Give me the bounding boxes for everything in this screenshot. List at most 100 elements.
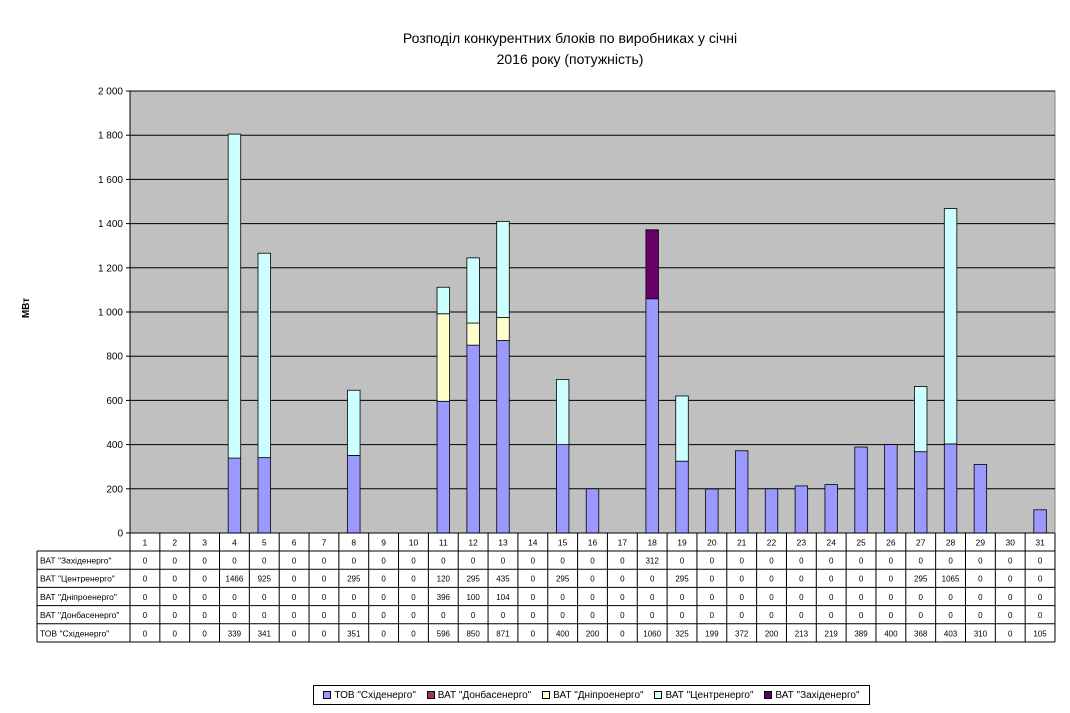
x-tick-label: 21: [737, 538, 747, 548]
table-cell: 0: [829, 593, 834, 602]
bar-segment: [585, 488, 600, 534]
legend-swatch: [426, 691, 435, 699]
table-cell: 0: [1038, 557, 1043, 566]
table-cell: 1466: [226, 575, 244, 584]
table-cell: 0: [560, 557, 565, 566]
table-cell: 0: [560, 611, 565, 620]
x-tick-label: 2: [172, 538, 177, 548]
table-cell: 0: [889, 611, 894, 620]
x-tick-label: 30: [1006, 538, 1016, 548]
table-cell: 0: [441, 611, 446, 620]
table-cell: 0: [232, 611, 237, 620]
bar-segment: [496, 340, 510, 534]
table-cell: 0: [173, 593, 178, 602]
x-tick-label: 4: [232, 538, 237, 548]
table-cell: 104: [496, 593, 510, 602]
table-cell: 0: [202, 557, 207, 566]
table-cell: 0: [978, 593, 983, 602]
table-cell: 0: [471, 611, 476, 620]
legend-swatch: [764, 691, 773, 699]
table-cell: 0: [143, 557, 148, 566]
table-cell: 0: [918, 611, 923, 620]
table-cell: 0: [889, 557, 894, 566]
x-tick-label: 31: [1035, 538, 1045, 548]
chart-title-line2: 2016 року (потужність): [496, 51, 644, 67]
table-cell: 0: [143, 575, 148, 584]
table-cell: 0: [173, 629, 178, 638]
table-cell: 0: [948, 611, 953, 620]
bar-segment: [854, 446, 868, 534]
table-cell: 0: [262, 593, 267, 602]
bar-segment: [705, 488, 719, 534]
table-cell: 312: [645, 557, 659, 566]
y-tick-label: 800: [106, 352, 123, 363]
table-cell: 0: [620, 593, 625, 602]
bar-segment: [257, 252, 271, 459]
table-cell: 0: [262, 611, 267, 620]
bar-segment: [884, 444, 898, 534]
y-tick-label: 1 000: [98, 308, 123, 319]
x-tick-label: 8: [351, 538, 356, 548]
table-cell: 0: [710, 575, 715, 584]
legend-label: ВАТ "Донбасенерго": [437, 689, 532, 701]
x-tick-label: 10: [409, 538, 419, 548]
table-cell: 0: [381, 593, 386, 602]
table-cell: 0: [143, 611, 148, 620]
table-cell: 0: [859, 575, 864, 584]
x-tick-label: 9: [381, 538, 386, 548]
table-cell: 0: [232, 593, 237, 602]
table-cell: 0: [143, 593, 148, 602]
table-cell: 0: [918, 557, 923, 566]
table-cell: 295: [347, 575, 361, 584]
table-cell: 0: [1038, 611, 1043, 620]
table-cell: 0: [859, 593, 864, 602]
table-cell: 871: [496, 629, 510, 638]
x-tick-label: 29: [976, 538, 986, 548]
table-cell: 403: [944, 629, 958, 638]
bar-segment: [466, 322, 480, 346]
x-tick-label: 19: [677, 538, 687, 548]
table-cell: 1065: [942, 575, 960, 584]
table-cell: 0: [889, 575, 894, 584]
table-cell: 0: [710, 593, 715, 602]
table-row-label: ТОВ "Сxіденерго": [40, 628, 109, 638]
table-cell: 295: [914, 575, 928, 584]
bar-segment: [735, 450, 749, 534]
table-cell: 0: [859, 557, 864, 566]
table-cell: 0: [620, 611, 625, 620]
table-cell: 0: [381, 557, 386, 566]
table-cell: 341: [258, 629, 272, 638]
chart-legend: ТОВ "Сxіденерго" ВАТ "Донбасенерго" ВАТ …: [313, 685, 870, 705]
table-cell: 0: [799, 593, 804, 602]
table-cell: 0: [620, 629, 625, 638]
table-cell: 0: [143, 629, 148, 638]
table-cell: 105: [1033, 629, 1047, 638]
table-cell: 0: [710, 611, 715, 620]
table-cell: 295: [675, 575, 689, 584]
bar-segment: [824, 484, 838, 534]
x-tick-label: 26: [886, 538, 896, 548]
x-tick-label: 14: [528, 538, 538, 548]
table-cell: 0: [411, 629, 416, 638]
table-cell: 0: [441, 557, 446, 566]
bar-segment: [436, 286, 450, 315]
x-tick-label: 28: [946, 538, 956, 548]
table-cell: 0: [948, 557, 953, 566]
bar-segment: [645, 298, 659, 534]
table-cell: 0: [531, 593, 536, 602]
table-cell: 0: [202, 575, 207, 584]
table-cell: 0: [1008, 593, 1013, 602]
table-cell: 0: [590, 575, 595, 584]
x-tick-label: 20: [707, 538, 717, 548]
bar-segment: [943, 208, 958, 445]
table-cell: 0: [829, 557, 834, 566]
table-cell: 200: [586, 629, 600, 638]
table-cell: 0: [531, 629, 536, 638]
table-cell: 0: [769, 557, 774, 566]
chart-title: Розподіл конкурентних блоків по виробник…: [270, 28, 870, 70]
bar-segment: [675, 460, 689, 534]
table-cell: 372: [735, 629, 749, 638]
legend-item: ВАТ "Західенерго": [764, 690, 860, 701]
table-cell: 368: [914, 629, 928, 638]
bar-segment: [496, 220, 510, 318]
